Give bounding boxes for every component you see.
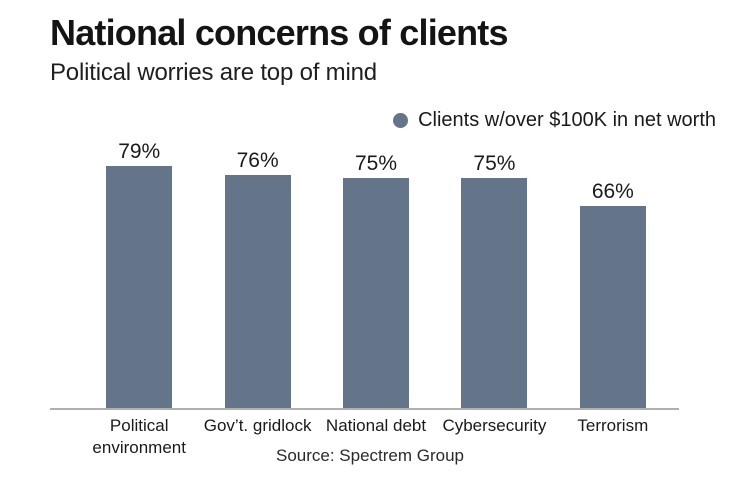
category-label: Terrorism — [577, 416, 649, 435]
bar-column: 66% — [554, 101, 672, 409]
bar-value-label: 75% — [355, 151, 398, 175]
legend-dot-icon — [393, 112, 409, 128]
bar — [343, 178, 410, 409]
bar — [106, 165, 173, 409]
bars: 79% 76% 75% 75% 66% — [80, 101, 672, 409]
bar-column: 75% — [435, 101, 553, 409]
bar-value-label: 76% — [236, 148, 279, 172]
bar-value-label: 66% — [591, 179, 634, 203]
category-label: Gov’t. gridlock — [203, 416, 312, 435]
source-note: Source: Spectrem Group — [275, 446, 465, 465]
bar-column: 76% — [198, 101, 316, 409]
category-label: National debt — [325, 416, 427, 435]
category-label: Political environment — [92, 416, 186, 457]
category-label: Cybersecurity — [442, 416, 547, 435]
chart-title: National concerns of clients — [50, 12, 509, 53]
legend-label: Clients w/over $100K in net worth — [418, 108, 716, 131]
x-axis-line — [50, 408, 679, 410]
category-labels: Political environment Gov’t. gridlock Nati… — [80, 415, 672, 459]
bar-value-label: 79% — [118, 139, 161, 163]
bar — [579, 205, 646, 409]
bar — [461, 178, 528, 409]
bar-value-label: 75% — [473, 151, 516, 175]
legend: Clients w/over $100K in net worth — [393, 107, 716, 133]
bar-column: 79% — [80, 101, 198, 409]
bar-column: 75% — [317, 101, 435, 409]
chart-subtitle: Political worries are top of mind — [50, 59, 377, 86]
bar — [224, 174, 291, 409]
